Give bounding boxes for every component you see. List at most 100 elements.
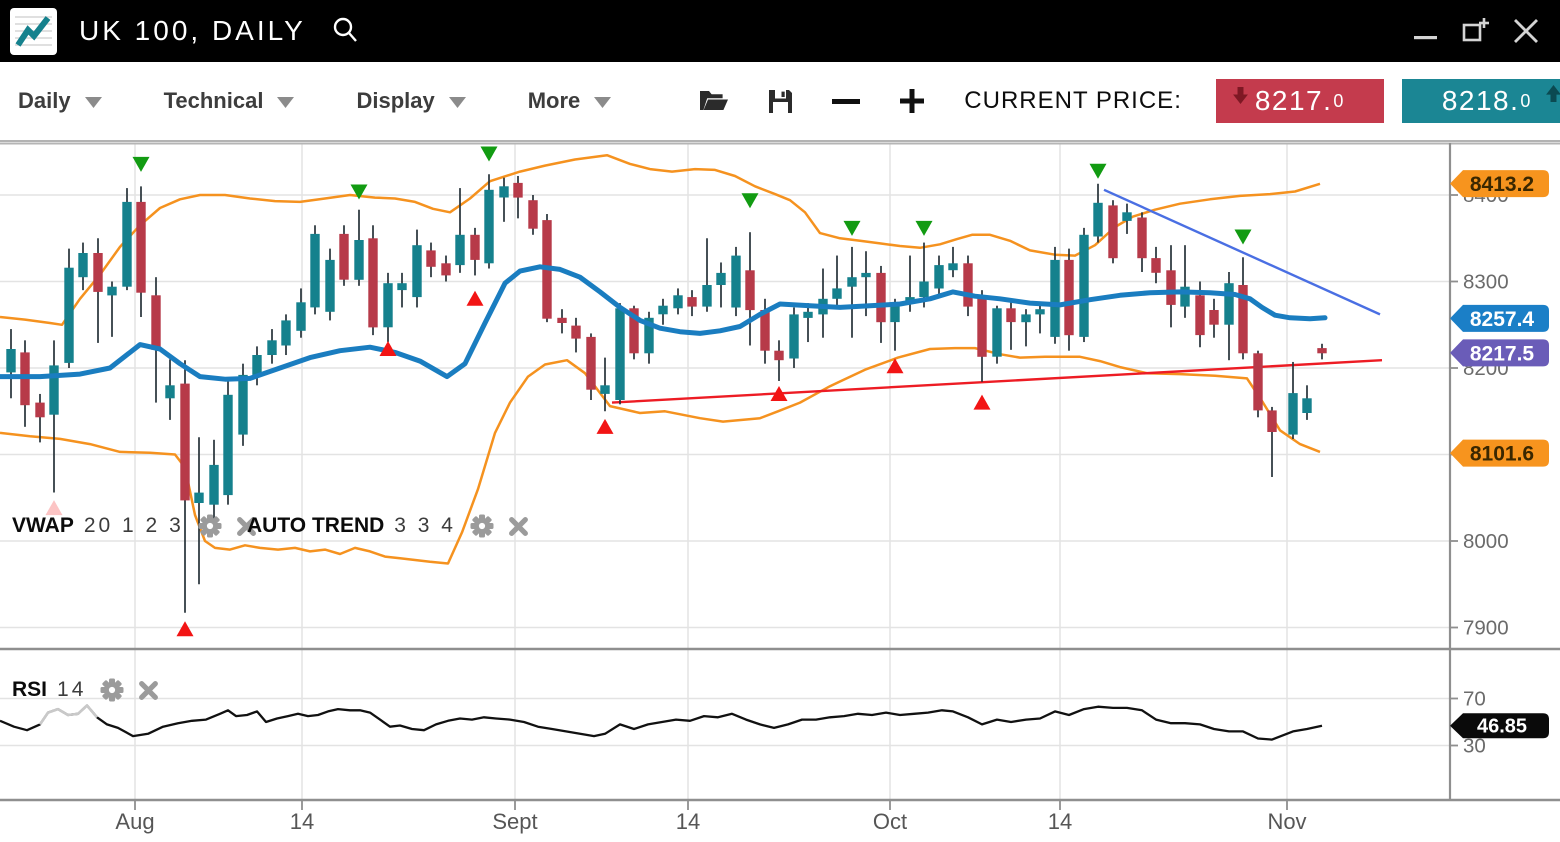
candle-body[interactable] xyxy=(1224,283,1234,325)
menu-display[interactable]: Display xyxy=(356,88,466,114)
candle-body[interactable] xyxy=(122,201,132,287)
menu-more[interactable]: More xyxy=(528,88,612,114)
candle-body[interactable] xyxy=(629,308,639,354)
candle-body[interactable] xyxy=(1238,285,1248,354)
candle-body[interactable] xyxy=(687,297,697,307)
candle-body[interactable] xyxy=(513,182,523,198)
candle-body[interactable] xyxy=(368,238,378,328)
candle-body[interactable] xyxy=(354,240,364,280)
candle-body[interactable] xyxy=(644,317,654,354)
candle-body[interactable] xyxy=(49,365,59,415)
candle-body[interactable] xyxy=(1079,234,1089,337)
candle-body[interactable] xyxy=(774,350,784,361)
candle-body[interactable] xyxy=(180,383,190,501)
zoom-out-icon[interactable] xyxy=(832,98,861,104)
candle-body[interactable] xyxy=(557,317,567,323)
candle-body[interactable] xyxy=(586,336,596,390)
candle-body[interactable] xyxy=(339,233,349,280)
candle-body[interactable] xyxy=(64,267,74,363)
candle-body[interactable] xyxy=(281,320,291,346)
candle-body[interactable] xyxy=(484,189,494,264)
auto-trend-support[interactable] xyxy=(611,359,1383,404)
candle-body[interactable] xyxy=(1122,212,1132,221)
sell-price-badge[interactable]: 8217. 0 xyxy=(1215,79,1384,123)
candle-body[interactable] xyxy=(963,263,973,307)
candle-body[interactable] xyxy=(1050,259,1060,337)
candle-body[interactable] xyxy=(1317,348,1327,354)
candle-body[interactable] xyxy=(151,295,161,350)
candle-body[interactable] xyxy=(78,253,88,278)
candle-body[interactable] xyxy=(1253,353,1263,411)
rsi-settings-gear-icon[interactable] xyxy=(100,678,124,702)
candle-body[interactable] xyxy=(209,464,219,505)
candle-body[interactable] xyxy=(470,234,480,260)
candle-body[interactable] xyxy=(702,285,712,307)
search-icon[interactable] xyxy=(330,15,360,50)
vwap-remove-icon[interactable] xyxy=(236,516,257,537)
candle-body[interactable] xyxy=(731,255,741,308)
candle-body[interactable] xyxy=(35,402,45,418)
candle-body[interactable] xyxy=(600,385,610,394)
candle-body[interactable] xyxy=(310,233,320,308)
candle-body[interactable] xyxy=(1064,259,1074,336)
candle-body[interactable] xyxy=(296,302,306,331)
vwap-settings-gear-icon[interactable] xyxy=(198,514,222,538)
menu-timeframe[interactable]: Daily xyxy=(18,88,102,114)
candle-body[interactable] xyxy=(890,303,900,323)
popout-window-button[interactable] xyxy=(1456,11,1496,51)
autotrend-settings-gear-icon[interactable] xyxy=(470,514,494,538)
candle-body[interactable] xyxy=(861,272,871,278)
candle-body[interactable] xyxy=(223,394,233,496)
save-icon[interactable] xyxy=(767,88,794,115)
candle-body[interactable] xyxy=(1267,410,1277,432)
candle-body[interactable] xyxy=(267,340,277,355)
candle-body[interactable] xyxy=(1302,398,1312,413)
candle-body[interactable] xyxy=(760,310,770,351)
candle-body[interactable] xyxy=(325,259,335,312)
candle-body[interactable] xyxy=(1137,217,1147,259)
candle-body[interactable] xyxy=(716,272,726,285)
candle-body[interactable] xyxy=(571,325,581,339)
candle-body[interactable] xyxy=(426,250,436,267)
candle-body[interactable] xyxy=(977,297,987,357)
minimize-button[interactable] xyxy=(1406,11,1446,51)
candle-body[interactable] xyxy=(455,234,465,266)
candle-body[interactable] xyxy=(1035,309,1045,315)
candle-body[interactable] xyxy=(934,265,944,289)
candle-body[interactable] xyxy=(1166,270,1176,305)
candle-body[interactable] xyxy=(948,263,958,271)
close-button[interactable] xyxy=(1506,11,1546,51)
candle-body[interactable] xyxy=(673,295,683,309)
candle-body[interactable] xyxy=(93,253,103,292)
candle-body[interactable] xyxy=(1180,286,1190,307)
candle-body[interactable] xyxy=(397,283,407,291)
candle-body[interactable] xyxy=(441,263,451,276)
candle-body[interactable] xyxy=(745,270,755,311)
candle-body[interactable] xyxy=(1108,205,1118,259)
candle-body[interactable] xyxy=(238,374,248,435)
candle-body[interactable] xyxy=(876,272,886,323)
chart-area[interactable]: 840083008200800079007030Aug14Sept14Oct14… xyxy=(0,142,1560,842)
candle-body[interactable] xyxy=(615,308,625,400)
candle-body[interactable] xyxy=(528,200,538,229)
candle-body[interactable] xyxy=(803,311,813,318)
candle-body[interactable] xyxy=(919,281,929,298)
candle-body[interactable] xyxy=(194,492,204,503)
candle-body[interactable] xyxy=(1021,314,1031,323)
rsi-remove-icon[interactable] xyxy=(138,680,159,701)
candle-body[interactable] xyxy=(1151,258,1161,273)
candle-body[interactable] xyxy=(412,245,422,298)
candle-body[interactable] xyxy=(383,283,393,328)
candle-body[interactable] xyxy=(658,305,668,315)
buy-price-badge[interactable]: 8218. 0 xyxy=(1401,79,1560,123)
autotrend-remove-icon[interactable] xyxy=(508,516,529,537)
candle-body[interactable] xyxy=(1209,310,1219,325)
candle-body[interactable] xyxy=(1195,295,1205,336)
open-file-icon[interactable] xyxy=(699,89,729,113)
candle-body[interactable] xyxy=(832,288,842,299)
candle-body[interactable] xyxy=(107,286,117,296)
candle-body[interactable] xyxy=(1093,202,1103,237)
menu-technical[interactable]: Technical xyxy=(164,88,295,114)
candle-body[interactable] xyxy=(992,308,1002,357)
candle-body[interactable] xyxy=(1288,393,1298,435)
